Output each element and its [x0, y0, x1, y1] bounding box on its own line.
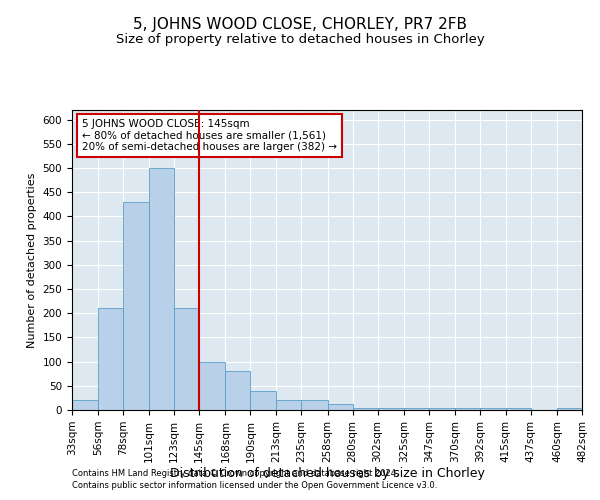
Text: Size of property relative to detached houses in Chorley: Size of property relative to detached ho…	[116, 32, 484, 46]
Bar	[174, 308, 199, 410]
Bar	[277, 400, 301, 410]
Bar	[404, 408, 428, 410]
Bar	[557, 408, 582, 410]
Bar	[250, 390, 277, 410]
Bar	[149, 168, 174, 410]
Text: 5 JOHNS WOOD CLOSE: 145sqm
← 80% of detached houses are smaller (1,561)
20% of s: 5 JOHNS WOOD CLOSE: 145sqm ← 80% of deta…	[82, 119, 337, 152]
Bar	[226, 372, 250, 410]
Text: 5, JOHNS WOOD CLOSE, CHORLEY, PR7 2FB: 5, JOHNS WOOD CLOSE, CHORLEY, PR7 2FB	[133, 18, 467, 32]
Bar	[377, 408, 404, 410]
Bar	[506, 408, 531, 410]
Text: Contains HM Land Registry data © Crown copyright and database right 2024.: Contains HM Land Registry data © Crown c…	[72, 468, 398, 477]
Bar	[72, 400, 98, 410]
Bar	[98, 308, 123, 410]
Bar	[480, 408, 506, 410]
Bar	[123, 202, 149, 410]
Bar	[301, 400, 328, 410]
Bar	[353, 408, 377, 410]
Bar	[455, 408, 480, 410]
Text: Contains public sector information licensed under the Open Government Licence v3: Contains public sector information licen…	[72, 481, 437, 490]
Bar	[428, 408, 455, 410]
Y-axis label: Number of detached properties: Number of detached properties	[27, 172, 37, 348]
Bar	[199, 362, 226, 410]
X-axis label: Distribution of detached houses by size in Chorley: Distribution of detached houses by size …	[170, 468, 484, 480]
Bar	[328, 404, 353, 410]
